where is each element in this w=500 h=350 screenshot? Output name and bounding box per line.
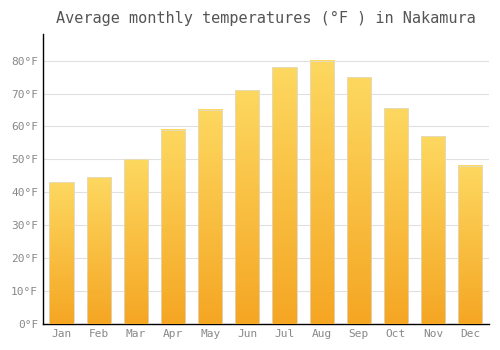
Bar — [50, 182, 74, 324]
Bar — [236, 90, 260, 324]
Bar — [86, 177, 111, 324]
Bar — [124, 159, 148, 324]
Bar — [272, 67, 296, 324]
Bar — [161, 130, 185, 324]
Bar — [50, 182, 74, 324]
Bar — [458, 166, 482, 324]
Bar — [384, 108, 408, 324]
Bar — [86, 177, 111, 324]
Bar — [198, 110, 222, 324]
Bar — [124, 159, 148, 324]
Bar — [161, 130, 185, 324]
Bar — [384, 108, 408, 324]
Bar — [421, 136, 445, 324]
Bar — [458, 166, 482, 324]
Bar — [272, 67, 296, 324]
Title: Average monthly temperatures (°F ) in Nakamura: Average monthly temperatures (°F ) in Na… — [56, 11, 476, 26]
Bar — [421, 136, 445, 324]
Bar — [198, 110, 222, 324]
Bar — [310, 61, 334, 324]
Bar — [347, 77, 371, 324]
Bar — [347, 77, 371, 324]
Bar — [310, 61, 334, 324]
Bar — [236, 90, 260, 324]
